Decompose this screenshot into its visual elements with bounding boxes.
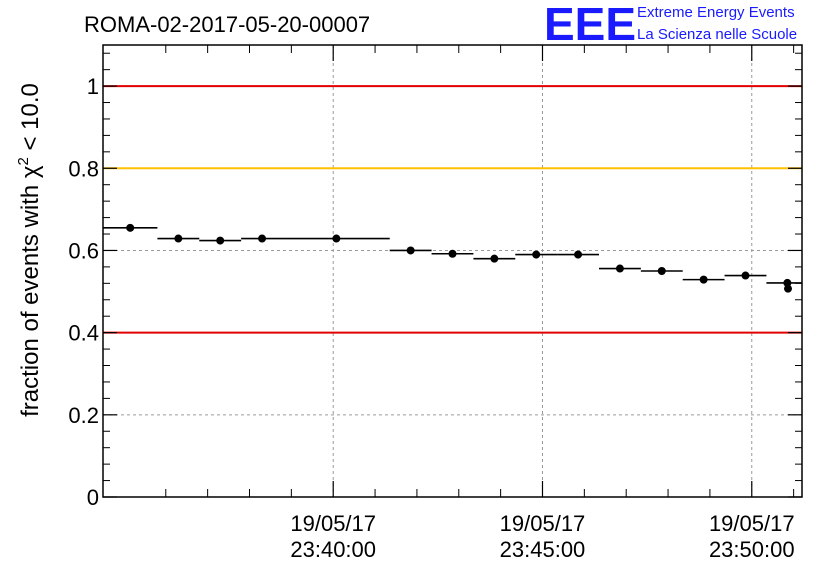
data-point-4	[332, 234, 341, 243]
data-point-8	[532, 250, 541, 259]
x-tick-label-date-1: 19/05/17	[500, 511, 586, 536]
y-axis-label-main: fraction of events with χ	[17, 165, 44, 417]
y-axis-label-sup: 2	[15, 157, 32, 165]
data-point-6	[448, 249, 457, 258]
logo-line2: La Scienza nelle Scuole	[637, 26, 797, 43]
y-tick-label-1: 0.2	[68, 403, 99, 428]
data-point-9	[574, 250, 583, 259]
y-tick-label-5: 1	[87, 74, 99, 99]
x-tick-label-time-1: 23:45:00	[500, 537, 586, 562]
eee-logo: EEE Extreme Energy Events La Scienza nel…	[544, 0, 797, 50]
data-point-13	[741, 271, 750, 280]
data-point-15	[784, 284, 792, 293]
x-tick-label-time-2: 23:50:00	[709, 537, 795, 562]
data-point-7	[490, 254, 499, 263]
y-tick-label-2: 0.4	[68, 321, 99, 346]
data-point-1	[174, 234, 183, 243]
y-tick-label-0: 0	[87, 485, 99, 510]
logo-mark: EEE	[544, 0, 636, 50]
x-tick-label-time-0: 23:40:00	[290, 537, 376, 562]
chart-title: ROMA-02-2017-05-20-00007	[84, 12, 370, 37]
data-point-3	[258, 234, 267, 243]
logo-line1: Extreme Energy Events	[637, 4, 795, 21]
y-tick-label-3: 0.6	[68, 238, 99, 263]
data-point-12	[699, 275, 708, 284]
y-axis-label-tail: < 10.0	[17, 83, 44, 157]
y-axis-label: fraction of events with χ2 < 10.0	[15, 83, 44, 417]
data-point-5	[406, 246, 415, 255]
data-point-0	[126, 223, 135, 232]
data-point-10	[615, 264, 624, 273]
plot-area: 00.20.40.60.8119/05/1723:40:0019/05/1723…	[68, 44, 803, 562]
data-point-2	[216, 236, 225, 245]
x-tick-label-date-0: 19/05/17	[290, 511, 376, 536]
plot-frame	[102, 44, 803, 498]
data-point-11	[657, 267, 666, 275]
x-tick-label-date-2: 19/05/17	[709, 511, 795, 536]
y-tick-label-4: 0.8	[68, 156, 99, 181]
